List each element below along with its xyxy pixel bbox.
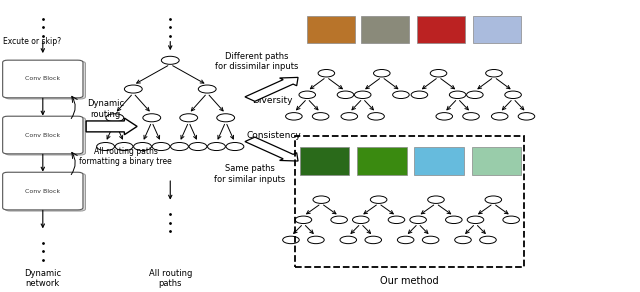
FancyArrow shape — [245, 77, 298, 101]
Circle shape — [189, 142, 207, 151]
Circle shape — [180, 114, 198, 122]
Circle shape — [152, 142, 170, 151]
Circle shape — [410, 216, 426, 224]
Text: Conv Block: Conv Block — [25, 77, 60, 81]
Bar — [414, 147, 464, 175]
Circle shape — [454, 236, 471, 244]
Circle shape — [486, 69, 502, 77]
Circle shape — [299, 91, 316, 98]
Bar — [300, 147, 349, 175]
Circle shape — [428, 196, 444, 204]
Circle shape — [312, 113, 329, 120]
Circle shape — [143, 114, 161, 122]
Circle shape — [365, 236, 381, 244]
Circle shape — [445, 216, 462, 224]
Circle shape — [97, 142, 115, 151]
Circle shape — [467, 216, 484, 224]
Circle shape — [318, 69, 335, 77]
FancyBboxPatch shape — [5, 61, 86, 99]
Circle shape — [283, 236, 300, 244]
Circle shape — [371, 196, 387, 204]
Circle shape — [422, 236, 439, 244]
Text: Different paths
for dissimilar inputs: Different paths for dissimilar inputs — [214, 52, 298, 72]
Circle shape — [226, 142, 244, 151]
Text: Same paths
for similar inputs: Same paths for similar inputs — [214, 164, 285, 184]
Circle shape — [331, 216, 348, 224]
Circle shape — [480, 236, 496, 244]
Circle shape — [518, 113, 535, 120]
FancyArrow shape — [245, 137, 298, 161]
Text: Dynamic
network: Dynamic network — [24, 269, 61, 288]
Circle shape — [207, 142, 225, 151]
Circle shape — [449, 91, 466, 98]
Text: Conv Block: Conv Block — [25, 189, 60, 194]
Bar — [307, 16, 355, 43]
Circle shape — [341, 113, 358, 120]
FancyBboxPatch shape — [3, 116, 83, 154]
Circle shape — [106, 114, 124, 122]
Circle shape — [124, 85, 142, 93]
Bar — [294, 136, 524, 267]
Circle shape — [503, 216, 520, 224]
Circle shape — [115, 142, 133, 151]
Circle shape — [505, 91, 522, 98]
Bar — [472, 147, 522, 175]
Circle shape — [485, 196, 502, 204]
Text: Dynamic
routing: Dynamic routing — [86, 100, 124, 119]
Circle shape — [134, 142, 152, 151]
Bar — [473, 16, 521, 43]
Circle shape — [217, 114, 235, 122]
FancyArrow shape — [86, 118, 137, 135]
Text: Consistency: Consistency — [246, 131, 301, 140]
Circle shape — [285, 113, 302, 120]
Circle shape — [492, 113, 508, 120]
Circle shape — [374, 69, 390, 77]
Circle shape — [436, 113, 452, 120]
Circle shape — [337, 91, 354, 98]
Circle shape — [411, 91, 428, 98]
Circle shape — [340, 236, 356, 244]
Circle shape — [313, 196, 330, 204]
Circle shape — [308, 236, 324, 244]
Circle shape — [393, 91, 409, 98]
Text: Excute or skip?: Excute or skip? — [3, 37, 61, 46]
FancyBboxPatch shape — [3, 172, 83, 210]
Text: All routing paths
formatting a binary tree: All routing paths formatting a binary tr… — [79, 147, 172, 166]
Circle shape — [353, 216, 369, 224]
Circle shape — [295, 216, 312, 224]
FancyBboxPatch shape — [3, 60, 83, 98]
Circle shape — [355, 91, 371, 98]
Circle shape — [171, 142, 188, 151]
Text: Our method: Our method — [380, 276, 438, 286]
Circle shape — [198, 85, 216, 93]
Bar — [357, 147, 406, 175]
Circle shape — [161, 56, 179, 64]
Text: Diversity: Diversity — [252, 96, 292, 105]
Bar — [417, 16, 465, 43]
Circle shape — [397, 236, 414, 244]
Circle shape — [368, 113, 385, 120]
Circle shape — [467, 91, 483, 98]
FancyBboxPatch shape — [5, 173, 86, 211]
FancyBboxPatch shape — [5, 117, 86, 155]
Circle shape — [430, 69, 447, 77]
Circle shape — [463, 113, 479, 120]
Text: Conv Block: Conv Block — [25, 133, 60, 138]
Bar — [362, 16, 409, 43]
Text: All routing
paths: All routing paths — [148, 269, 192, 288]
Circle shape — [388, 216, 404, 224]
